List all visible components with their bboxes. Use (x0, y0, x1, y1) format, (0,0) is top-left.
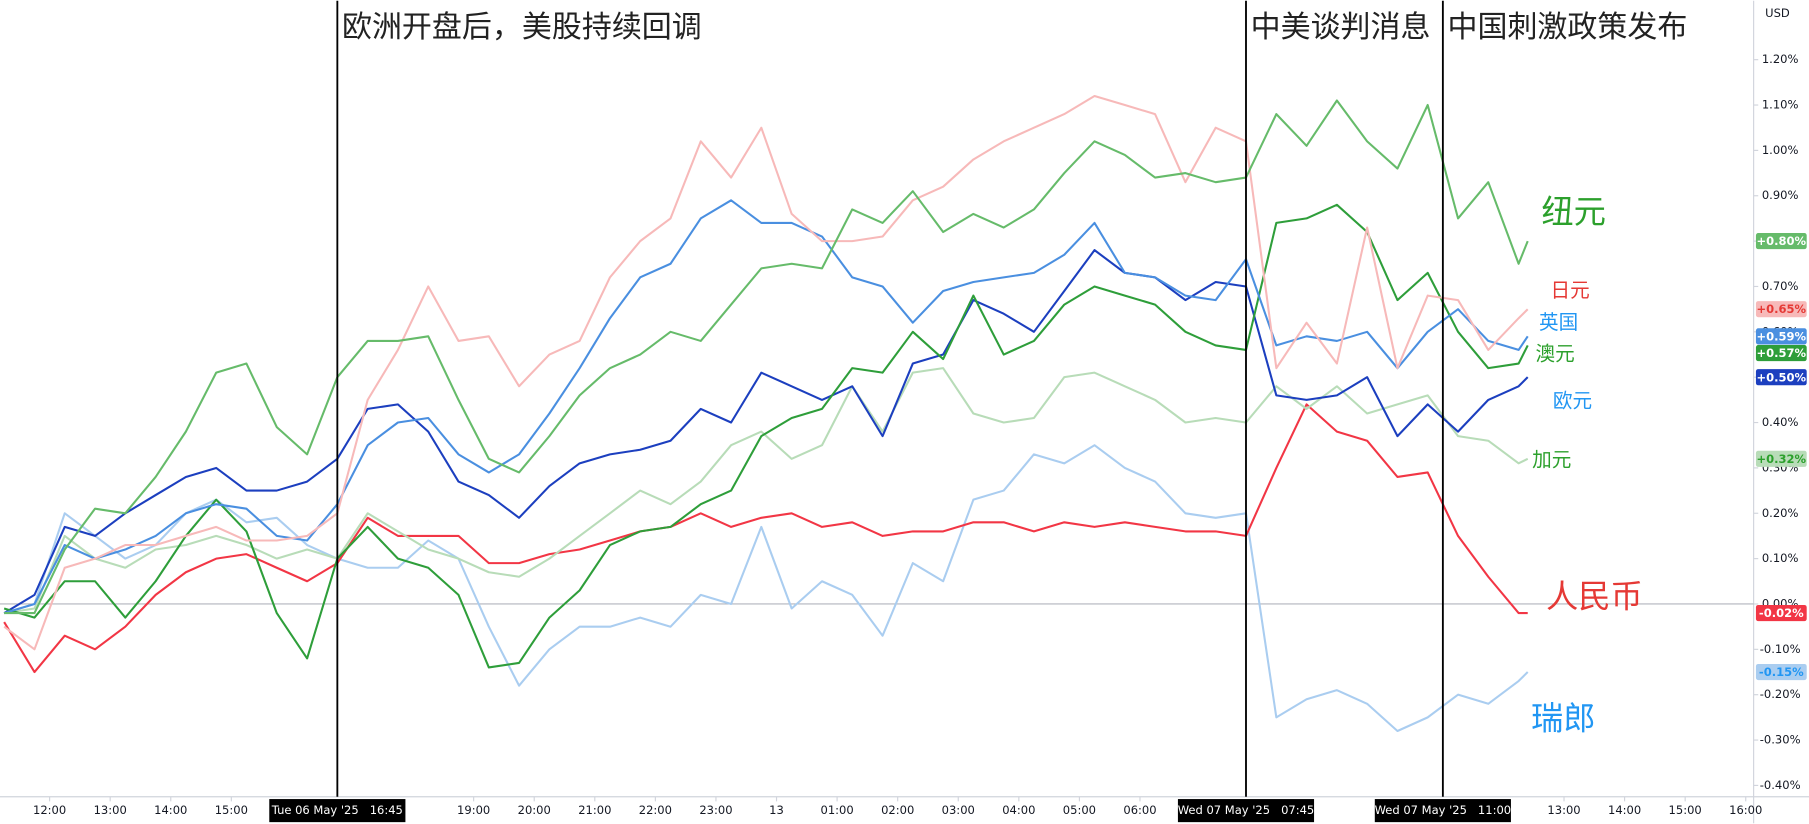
x-tick-label: 13:00 (94, 803, 127, 817)
end-badge-label: +0.32% (1757, 452, 1807, 466)
x-tick-label: 04:00 (1002, 803, 1035, 817)
x-tick-label: 23:00 (699, 803, 732, 817)
end-badge-label: +0.65% (1757, 302, 1807, 316)
end-badge (1755, 450, 1807, 467)
time-marker-label: Wed 07 May '25 07:45 (1178, 803, 1315, 817)
end-badge (1755, 301, 1807, 318)
end-badge-label: -0.15% (1759, 665, 1804, 679)
series-line (3, 444, 1529, 733)
end-badge (1755, 328, 1807, 345)
x-tick-label: 14:00 (1608, 803, 1641, 817)
y-tick-label: -0.20% (1760, 687, 1801, 701)
end-badge (1755, 369, 1807, 386)
series-line (3, 94, 1529, 651)
event-annotation: 中美谈判消息 (1251, 10, 1431, 45)
y-tick-label: 1.20% (1762, 52, 1799, 66)
series-line (3, 249, 1529, 614)
x-tick-label: 22:00 (639, 803, 672, 817)
series-name: 人民币 (1546, 577, 1643, 615)
series-name: 英国 (1539, 311, 1578, 334)
x-tick-label: 14:00 (154, 803, 187, 817)
x-tick-label: 01:00 (821, 803, 854, 817)
x-tick-label: 13:00 (1547, 803, 1580, 817)
end-badge (1755, 663, 1807, 681)
series-line (3, 203, 1529, 669)
series-name: 日元 (1551, 279, 1590, 302)
end-badge-label: -0.02% (1759, 606, 1804, 620)
x-tick-label: 15:00 (1669, 803, 1702, 817)
end-badge-label: +0.59% (1757, 329, 1807, 343)
y-tick-label: 0.10% (1762, 551, 1799, 565)
x-tick-label: 20:00 (518, 803, 551, 817)
y-tick-label: 0.40% (1762, 415, 1799, 429)
x-tick-label: 03:00 (942, 803, 975, 817)
series-name: 纽元 (1541, 193, 1606, 231)
time-marker-label: Tue 06 May '25 16:45 (271, 803, 403, 817)
y-tick-label: -0.40% (1760, 778, 1801, 792)
x-tick-label: 13 (769, 803, 784, 817)
y-tick-label: 0.90% (1762, 188, 1799, 202)
end-badge-label: +0.57% (1757, 346, 1807, 360)
x-tick-label: 19:00 (457, 803, 490, 817)
series-line (4, 99, 1529, 615)
x-tick-label: 12:00 (33, 803, 66, 817)
x-tick-label: 21:00 (578, 803, 611, 817)
y-tick-label: -0.10% (1760, 642, 1801, 656)
currency-label[interactable]: USD (1765, 6, 1790, 20)
x-tick-label: 02:00 (881, 803, 914, 817)
overlay-layer: 欧洲开盘后，美股持续回调 Tue 06 May '25 16:45 中美谈判消息 We… (269, 0, 1807, 823)
y-tick-label: 0.20% (1762, 506, 1799, 520)
y-tick-label: 1.10% (1762, 98, 1799, 112)
series-name: 澳元 (1536, 342, 1575, 365)
y-tick-label: -0.30% (1760, 733, 1801, 747)
lines-layer (3, 94, 1529, 733)
y-tick-label: 1.00% (1762, 143, 1799, 157)
time-marker-box (269, 799, 406, 823)
end-badge-label: +0.80% (1757, 234, 1807, 248)
end-badge-label: +0.50% (1757, 370, 1807, 384)
end-badge (1755, 604, 1807, 622)
x-tick-label: 05:00 (1063, 803, 1096, 817)
series-name: 欧元 (1553, 390, 1592, 413)
series-line (3, 403, 1528, 674)
time-marker-box (1177, 799, 1315, 823)
series-line (3, 199, 1529, 615)
series-name: 瑞郎 (1531, 700, 1596, 738)
y-tick-label: 0.70% (1762, 279, 1799, 293)
x-tick-label: 15:00 (215, 803, 248, 817)
end-badge (1755, 345, 1807, 362)
time-marker-label: Wed 07 May '25 11:00 (1375, 803, 1512, 817)
end-badge (1755, 233, 1807, 250)
time-marker-box (1374, 799, 1511, 823)
event-annotation: 中国刺激政策发布 (1447, 10, 1687, 45)
event-annotation: 欧洲开盘后，美股持续回调 (342, 10, 702, 45)
series-name: 加元 (1532, 449, 1571, 472)
x-tick-label: 06:00 (1123, 803, 1156, 817)
x-tick-label: 16:00 (1729, 803, 1762, 817)
